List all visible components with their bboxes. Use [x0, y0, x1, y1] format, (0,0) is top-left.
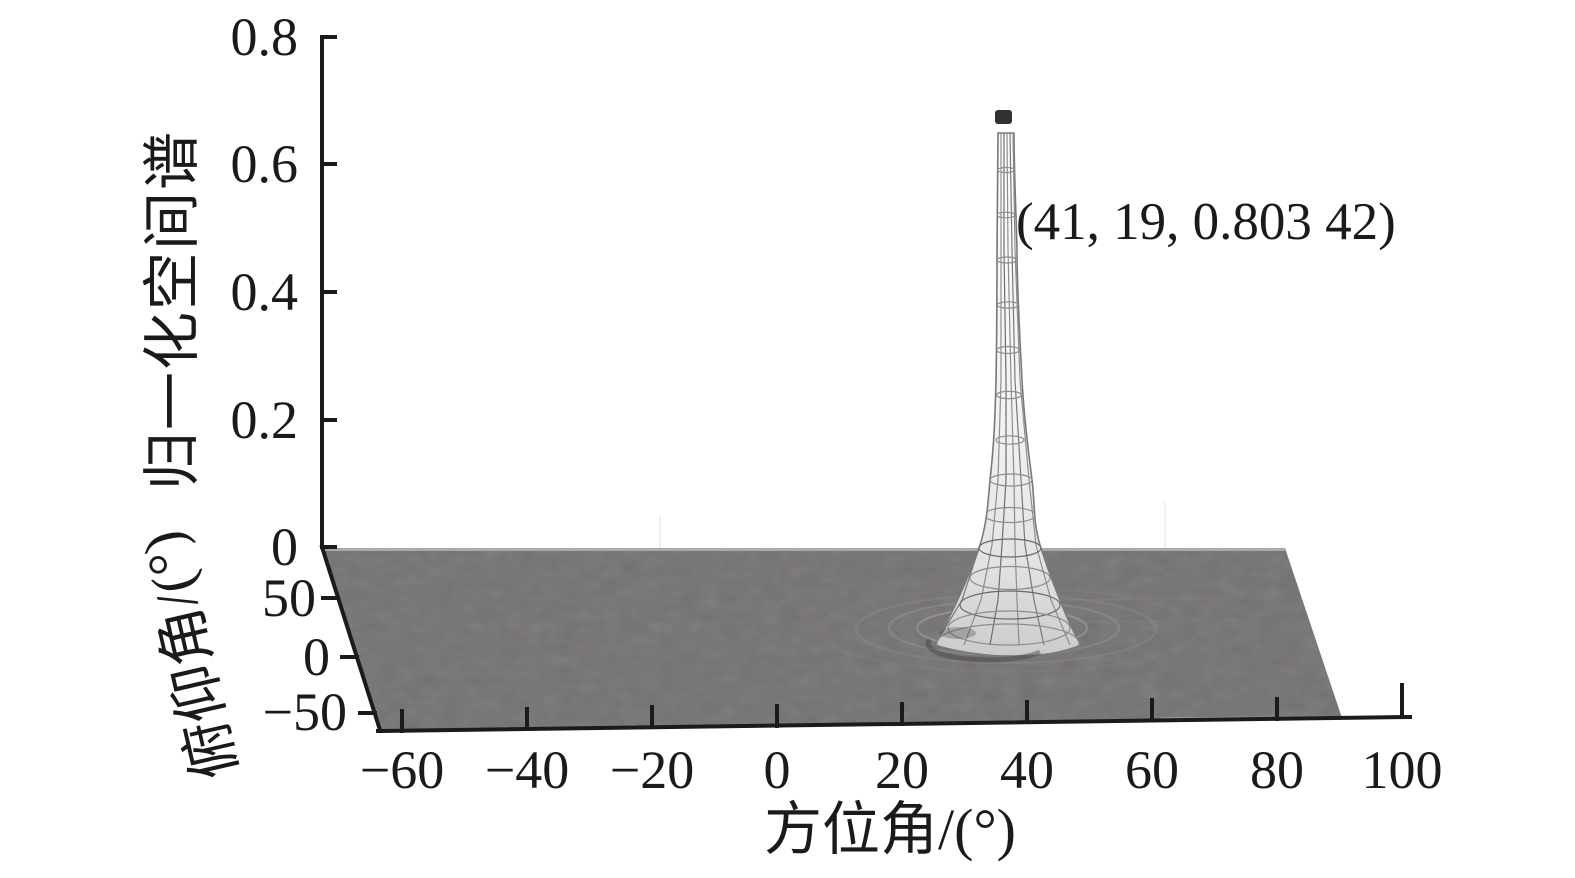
x-tick-label: −40 [484, 740, 570, 800]
x-tick-label: 20 [875, 740, 929, 800]
z-tick-label: 0 [271, 517, 298, 577]
x-axis-label: 方位角/(°) [764, 797, 1016, 862]
z-tick-label: 0.6 [230, 134, 299, 194]
axes [319, 35, 1413, 734]
x-tick-label: 60 [1125, 740, 1179, 800]
x-tick-label: 0 [763, 740, 791, 800]
y-tick-label: 50 [262, 568, 316, 628]
y-tick-label: 0 [303, 627, 330, 687]
z-tick-label: 0.8 [230, 7, 299, 67]
y-axis-line [319, 544, 383, 733]
peak-annotation: (41, 19, 0.803 42) [1016, 193, 1396, 251]
x-tick-label: 40 [1000, 740, 1054, 800]
z-tick-label: 0.2 [230, 390, 299, 450]
peak-base-shadow [925, 638, 1042, 663]
peak-marker [995, 110, 1012, 124]
x-tick-label: 100 [1361, 740, 1443, 800]
surface-floor [322, 502, 1342, 731]
x-tick-label: 80 [1250, 740, 1304, 800]
peak-spike [925, 132, 1083, 663]
x-tick-label: −20 [609, 740, 695, 800]
x-tick-label: −60 [359, 740, 445, 800]
z-axis-label: 归一化空间谱 [140, 130, 205, 491]
x-axis-line [375, 714, 1413, 734]
z-tick-label: 0.4 [230, 262, 299, 322]
y-tick-label: −50 [262, 682, 347, 742]
